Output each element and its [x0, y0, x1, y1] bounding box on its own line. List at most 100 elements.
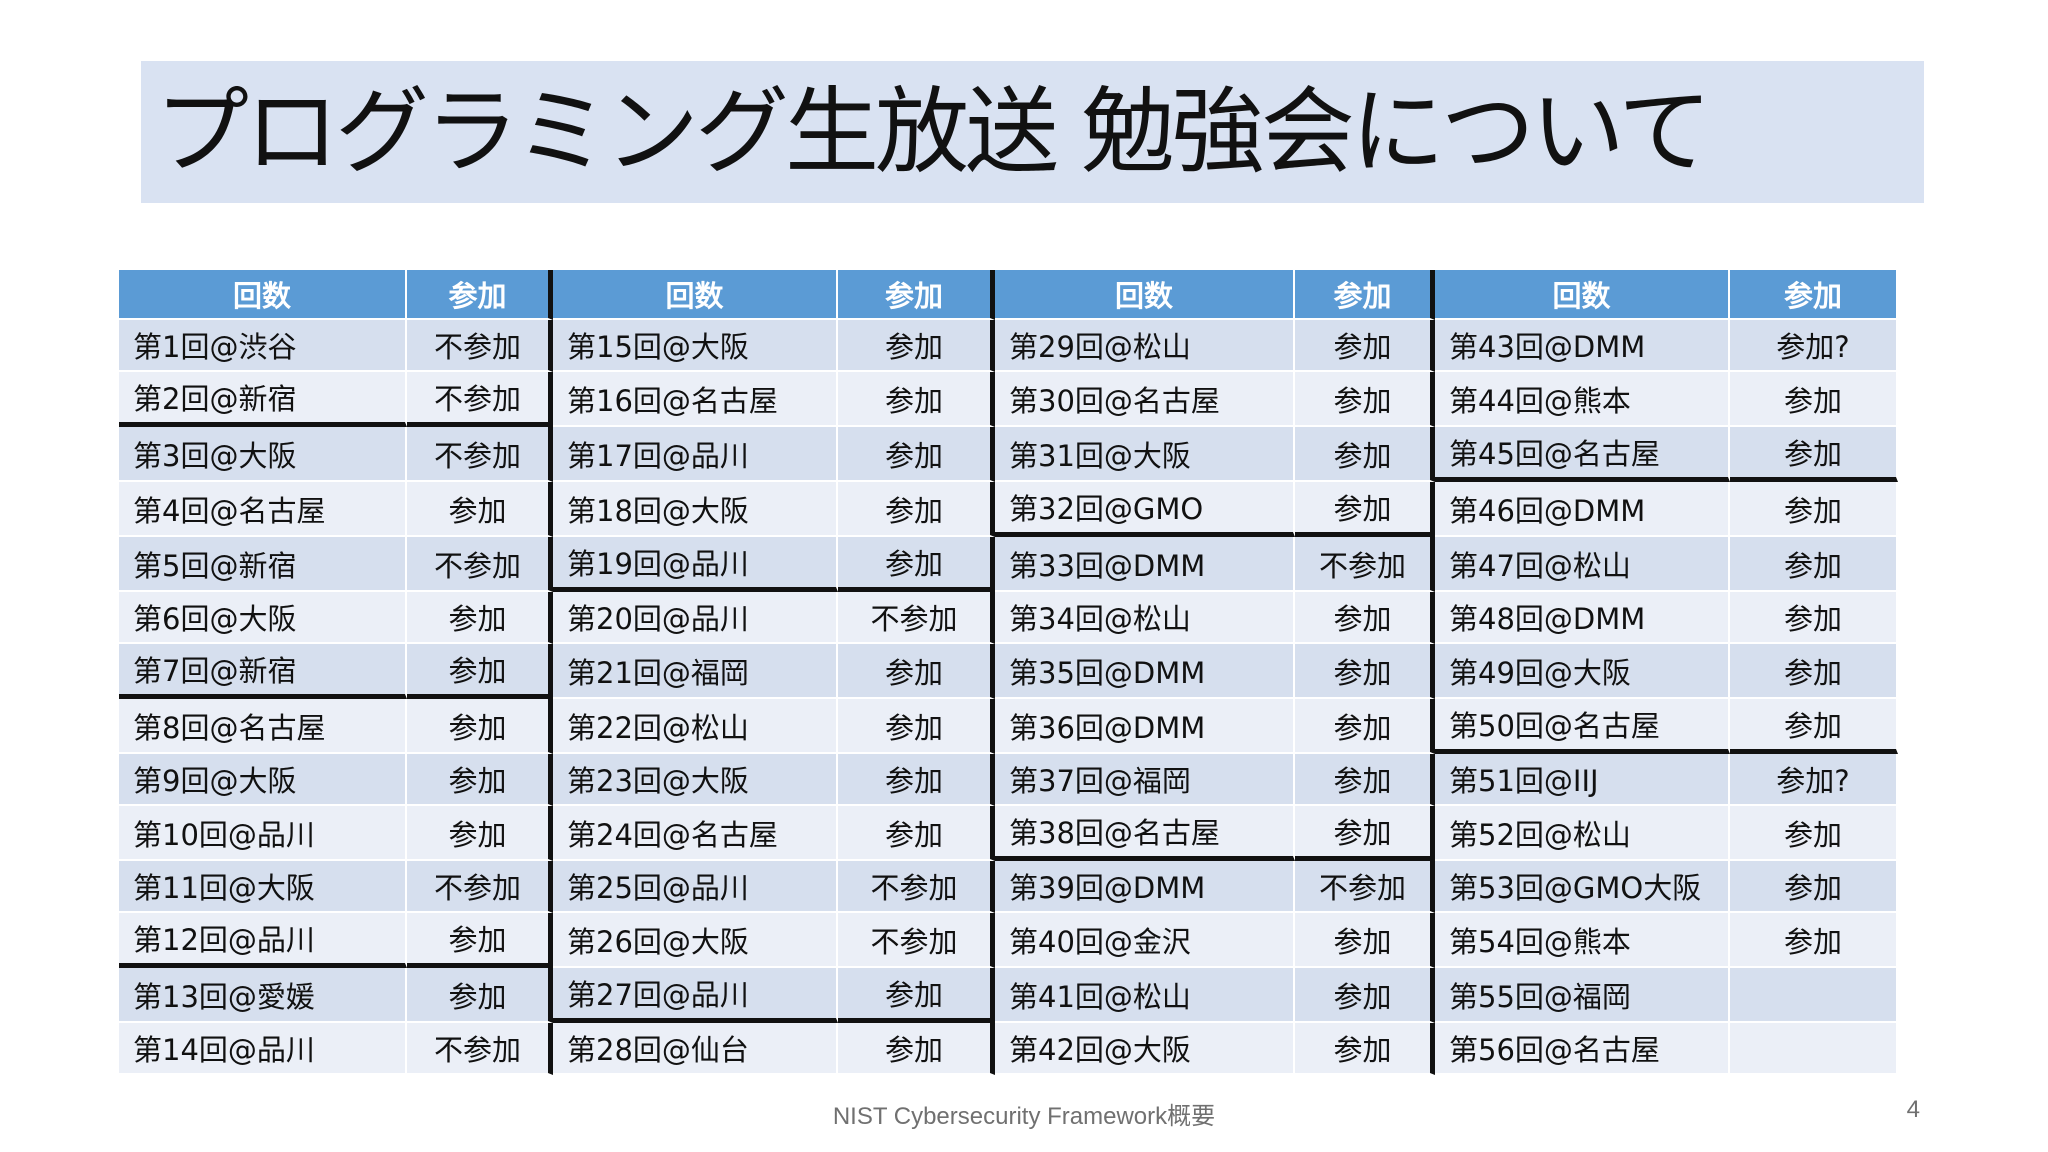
session-round-cell: 第31回@大阪: [995, 427, 1295, 482]
attendance-cell: 参加: [838, 968, 995, 1023]
session-round-cell: 第7回@新宿: [119, 644, 407, 699]
attendance-cell: 参加: [1295, 968, 1435, 1023]
attendance-cell: 参加: [1730, 372, 1898, 427]
session-round-cell: 第29回@松山: [995, 320, 1295, 372]
session-round-cell: 第34回@松山: [995, 592, 1295, 644]
session-round-cell: 第43回@DMM: [1435, 320, 1730, 372]
session-round-cell: 第12回@品川: [119, 913, 407, 968]
session-round-cell: 第37回@福岡: [995, 754, 1295, 806]
attendance-cell: 参加: [407, 699, 553, 754]
attendance-cell: 参加: [1295, 644, 1435, 699]
attendance-cell: 不参加: [838, 861, 995, 913]
session-round-cell: 第44回@熊本: [1435, 372, 1730, 427]
session-round-cell: 第19回@品川: [553, 537, 838, 592]
attendance-cell: 参加: [1730, 427, 1898, 482]
attendance-cell: 参加: [1730, 644, 1898, 699]
session-round-cell: 第16回@名古屋: [553, 372, 838, 427]
attendance-cell: 参加: [838, 320, 995, 372]
attendance-cell: 不参加: [407, 372, 553, 427]
session-round-cell: 第27回@品川: [553, 968, 838, 1023]
table-row: 第3回@大阪 不参加 第17回@品川 参加 第31回@大阪 参加 第45回@名古屋 参加: [119, 427, 1898, 482]
attendance-cell: 参加: [838, 754, 995, 806]
header-round: 回数: [553, 270, 838, 320]
attendance-cell: 参加: [407, 806, 553, 861]
attendance-cell: 参加: [838, 699, 995, 754]
attendance-cell: 不参加: [1295, 537, 1435, 592]
table-row: 第10回@品川 参加 第24回@名古屋 参加 第38回@名古屋 参加 第52回@松山 参加: [119, 806, 1898, 861]
attendance-cell: 参加: [407, 754, 553, 806]
attendance-cell: 不参加: [407, 1023, 553, 1075]
table-row: 第12回@品川 参加 第26回@大阪 不参加 第40回@金沢 参加 第54回@熊本 参加: [119, 913, 1898, 968]
table-row: 第1回@渋谷 不参加 第15回@大阪 参加 第29回@松山 参加 第43回@DMM 参加?: [119, 320, 1898, 372]
attendance-cell: 参加: [1730, 861, 1898, 913]
session-round-cell: 第47回@松山: [1435, 537, 1730, 592]
session-round-cell: 第3回@大阪: [119, 427, 407, 482]
session-round-cell: 第23回@大阪: [553, 754, 838, 806]
header-attend: 参加: [407, 270, 553, 320]
table-header-row: 回数 参加 回数 参加 回数 参加 回数 参加: [119, 270, 1898, 320]
attendance-cell: 参加: [1730, 592, 1898, 644]
table-row: 第6回@大阪 参加 第20回@品川 不参加 第34回@松山 参加 第48回@DMM 参加: [119, 592, 1898, 644]
table-row: 第14回@品川 不参加 第28回@仙台 参加 第42回@大阪 参加 第56回@名古屋: [119, 1023, 1898, 1075]
session-round-cell: 第9回@大阪: [119, 754, 407, 806]
table-row: 第7回@新宿 参加 第21回@福岡 参加 第35回@DMM 参加 第49回@大阪 参加: [119, 644, 1898, 699]
session-round-cell: 第35回@DMM: [995, 644, 1295, 699]
attendance-cell: 参加: [1730, 482, 1898, 537]
attendance-cell: 参加: [407, 644, 553, 699]
attendance-cell: [1730, 968, 1898, 1023]
attendance-cell: 参加: [1295, 592, 1435, 644]
header-round: 回数: [995, 270, 1295, 320]
session-round-cell: 第41回@松山: [995, 968, 1295, 1023]
session-round-cell: 第40回@金沢: [995, 913, 1295, 968]
session-round-cell: 第32回@GMO: [995, 482, 1295, 537]
session-round-cell: 第52回@松山: [1435, 806, 1730, 861]
header-attend: 参加: [838, 270, 995, 320]
session-round-cell: 第21回@福岡: [553, 644, 838, 699]
attendance-cell: 参加: [838, 372, 995, 427]
session-round-cell: 第54回@熊本: [1435, 913, 1730, 968]
page-number: 4: [1906, 1096, 1920, 1123]
header-round: 回数: [1435, 270, 1730, 320]
attendance-cell: 参加: [1295, 754, 1435, 806]
header-attend: 参加: [1295, 270, 1435, 320]
attendance-cell: 参加: [838, 482, 995, 537]
session-round-cell: 第39回@DMM: [995, 861, 1295, 913]
session-round-cell: 第33回@DMM: [995, 537, 1295, 592]
attendance-cell: 参加?: [1730, 320, 1898, 372]
session-round-cell: 第42回@大阪: [995, 1023, 1295, 1075]
attendance-cell: 参加: [1730, 699, 1898, 754]
attendance-cell: 参加: [1295, 913, 1435, 968]
table-row: 第4回@名古屋 参加 第18回@大阪 参加 第32回@GMO 参加 第46回@DMM 参加: [119, 482, 1898, 537]
attendance-cell: 参加: [407, 482, 553, 537]
title-band: プログラミング生放送 勉強会について: [141, 61, 1924, 203]
attendance-cell: 参加: [1730, 913, 1898, 968]
table-row: 第2回@新宿 不参加 第16回@名古屋 参加 第30回@名古屋 参加 第44回@熊本 参加: [119, 372, 1898, 427]
attendance-cell: 参加: [838, 1023, 995, 1075]
session-round-cell: 第24回@名古屋: [553, 806, 838, 861]
attendance-cell: 参加: [407, 592, 553, 644]
attendance-cell: 参加: [1730, 806, 1898, 861]
attendance-cell: 参加: [838, 806, 995, 861]
attendance-cell: 参加: [838, 427, 995, 482]
session-round-cell: 第46回@DMM: [1435, 482, 1730, 537]
attendance-cell: 参加: [1295, 699, 1435, 754]
attendance-cell: 参加: [1295, 482, 1435, 537]
session-round-cell: 第5回@新宿: [119, 537, 407, 592]
attendance-cell: 不参加: [407, 320, 553, 372]
session-round-cell: 第28回@仙台: [553, 1023, 838, 1075]
session-round-cell: 第51回@IIJ: [1435, 754, 1730, 806]
header-round: 回数: [119, 270, 407, 320]
session-round-cell: 第56回@名古屋: [1435, 1023, 1730, 1075]
attendance-cell: 参加: [1295, 806, 1435, 861]
session-round-cell: 第6回@大阪: [119, 592, 407, 644]
header-attend: 参加: [1730, 270, 1898, 320]
session-round-cell: 第50回@名古屋: [1435, 699, 1730, 754]
session-round-cell: 第25回@品川: [553, 861, 838, 913]
attendance-cell: 参加?: [1730, 754, 1898, 806]
attendance-cell: 不参加: [407, 427, 553, 482]
session-round-cell: 第18回@大阪: [553, 482, 838, 537]
session-round-cell: 第4回@名古屋: [119, 482, 407, 537]
table-row: 第8回@名古屋 参加 第22回@松山 参加 第36回@DMM 参加 第50回@名古屋 参加: [119, 699, 1898, 754]
attendance-cell: 参加: [838, 644, 995, 699]
session-round-cell: 第36回@DMM: [995, 699, 1295, 754]
